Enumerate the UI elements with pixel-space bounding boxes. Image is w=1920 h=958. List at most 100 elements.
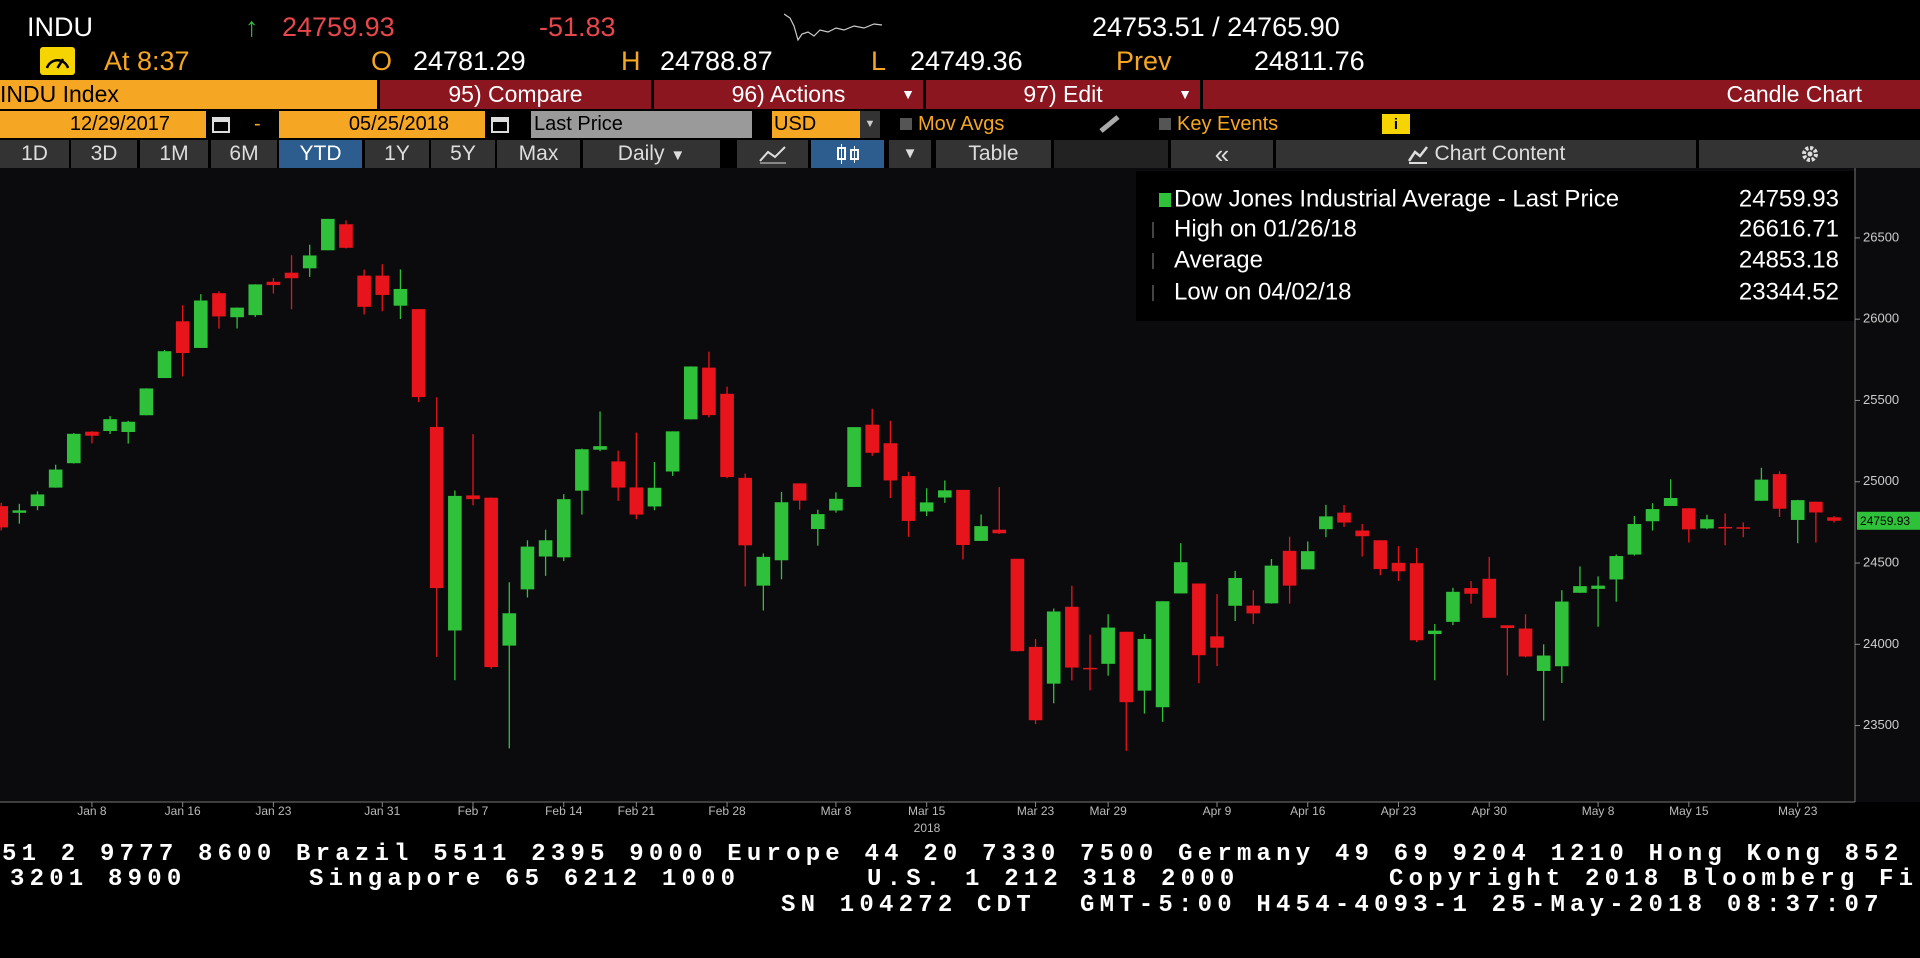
frequency-button[interactable]: Daily ▼ <box>583 140 720 168</box>
candle-body <box>1790 500 1805 520</box>
candle-body <box>720 393 734 478</box>
candle-body <box>66 433 81 464</box>
field: Last Price <box>534 113 623 135</box>
spacer <box>1054 140 1168 168</box>
currency: USD <box>774 113 817 135</box>
candle-body <box>1754 479 1769 501</box>
candle-body <box>484 497 498 668</box>
x-tick-label: Feb 21 <box>618 804 656 818</box>
candle-body <box>1319 516 1333 530</box>
high-value: 24788.87 <box>660 46 773 76</box>
date-separator: - <box>254 113 261 135</box>
x-tick-label: May 15 <box>1669 804 1709 818</box>
candle-body <box>1028 646 1043 721</box>
settings-button[interactable] <box>1699 140 1920 168</box>
candle-body <box>1192 583 1206 656</box>
key-events[interactable]: Key Events <box>1177 113 1279 135</box>
actions: 96) Actions <box>731 81 846 107</box>
chart-content-button[interactable]: Chart Content <box>1276 140 1696 168</box>
dropdown-arrow[interactable]: ▼ <box>860 111 880 138</box>
chart-type-dropdown[interactable]: ▼ <box>889 140 931 168</box>
candle-body <box>847 427 861 487</box>
x-tick-label: Mar 8 <box>821 804 852 818</box>
candle-button[interactable] <box>811 140 884 168</box>
security-field[interactable]: INDU Index <box>0 80 377 109</box>
x-tick-label: Feb 7 <box>458 804 489 818</box>
period-button[interactable]: YTD <box>279 140 362 168</box>
checkbox[interactable] <box>1159 118 1171 130</box>
period-button[interactable]: 6M <box>211 140 277 168</box>
candle-body <box>1609 556 1624 580</box>
candle-body <box>302 255 317 269</box>
open-label: O <box>371 46 393 76</box>
candle-body <box>1355 530 1369 537</box>
candle-body <box>1591 585 1605 589</box>
candle-body <box>48 469 63 488</box>
period-button[interactable]: 3D <box>71 140 137 168</box>
table-button[interactable]: Table <box>936 140 1051 168</box>
x-tick-label: May 8 <box>1582 804 1615 818</box>
candle-body <box>1682 508 1696 530</box>
legend-label: Dow Jones Industrial Average - Last Pric… <box>1174 185 1619 212</box>
candle-body <box>502 613 517 646</box>
candle-body <box>575 449 589 491</box>
x-tick-label: Jan 31 <box>364 804 400 818</box>
x-tick-label: Apr 30 <box>1472 804 1508 818</box>
candle-body <box>0 506 9 528</box>
start-date-field[interactable]: 12/29/2017 <box>0 111 206 138</box>
chart-kind-bar: Candle Chart <box>1203 80 1920 109</box>
candle-body <box>212 293 226 317</box>
candle-body <box>139 388 154 416</box>
end-date-field[interactable]: 05/25/2018 <box>279 111 485 138</box>
mov-avgs[interactable]: Mov Avgs <box>918 113 1005 135</box>
calendar-icon <box>491 117 509 133</box>
compare-button[interactable]: 95) Compare <box>380 80 651 109</box>
period-button[interactable]: 1D <box>0 140 69 168</box>
chart-content: Chart Content <box>1434 142 1566 165</box>
line-chart-button[interactable] <box>737 140 808 168</box>
candle-body <box>1228 577 1242 606</box>
field-select[interactable]: Last Price <box>531 111 752 138</box>
info-icon[interactable]: i <box>1382 114 1410 134</box>
x-tick-label: Feb 28 <box>708 804 746 818</box>
y-tick-label: 26500 <box>1863 229 1899 244</box>
edit-button[interactable]: 97) Edit ▼ <box>926 80 1200 109</box>
footer-copyright: Copyright 2018 Bloomberg Fi <box>1389 866 1919 893</box>
collapse: « <box>1214 139 1230 169</box>
candle-body <box>121 421 136 433</box>
period-button[interactable]: 1Y <box>365 140 429 168</box>
checkbox[interactable] <box>900 118 912 130</box>
footer-contact: U.S. 1 212 318 2000 <box>867 866 1240 893</box>
candle-body <box>157 351 172 379</box>
candle-body <box>1300 551 1315 570</box>
candle-body <box>1373 540 1388 570</box>
actions-button[interactable]: 96) Actions ▼ <box>654 80 923 109</box>
candle-body <box>1210 636 1224 648</box>
candle-body <box>1083 667 1097 670</box>
candle-body <box>520 546 535 590</box>
candle-body <box>1119 631 1134 703</box>
period-button[interactable]: 5Y <box>431 140 495 168</box>
x-tick-label: Mar 15 <box>908 804 946 818</box>
x-tick-label: Mar 23 <box>1017 804 1055 818</box>
y-tick-label: 25500 <box>1863 392 1899 407</box>
candle-body <box>538 540 553 557</box>
legend-swatch <box>1159 193 1171 207</box>
x-tick-label: Mar 29 <box>1089 804 1127 818</box>
candle-body <box>375 275 390 295</box>
candle-body <box>810 514 825 530</box>
legend-value: 23344.52 <box>1739 278 1839 305</box>
pencil-icon[interactable] <box>1098 114 1122 134</box>
candle-body <box>792 483 807 501</box>
y-tick-label: 24500 <box>1863 554 1899 569</box>
period-button[interactable]: 1M <box>140 140 208 168</box>
candle-body <box>1663 498 1678 506</box>
candle-body <box>339 224 353 248</box>
candle-body <box>938 490 952 498</box>
period-button[interactable]: Max <box>497 140 580 168</box>
candle-body <box>593 446 607 450</box>
candle-body <box>774 502 789 561</box>
candle-body <box>647 487 662 507</box>
collapse-button[interactable]: « <box>1171 140 1273 168</box>
